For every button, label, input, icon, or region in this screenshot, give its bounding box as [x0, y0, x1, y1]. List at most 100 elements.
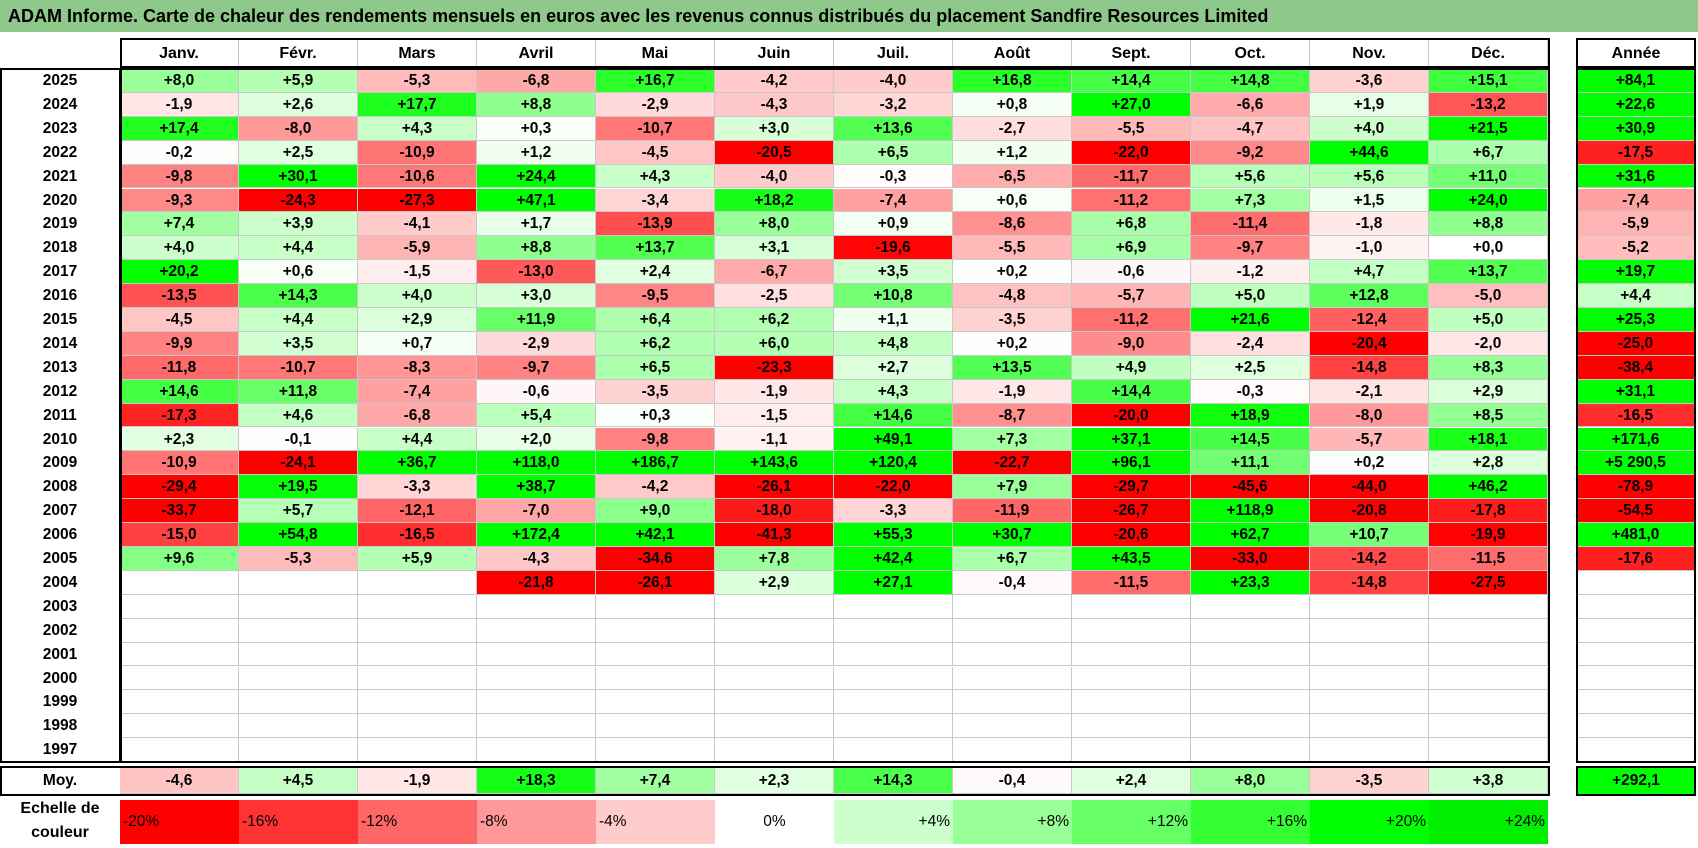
heatmap-cell: +120,4: [834, 451, 953, 475]
heatmap-cell: -45,6: [1191, 475, 1310, 499]
color-scale-step: 0%: [715, 800, 834, 844]
heatmap-cell: [239, 595, 358, 619]
heatmap-cell: [477, 667, 596, 691]
heatmap-cell: [120, 738, 239, 762]
month-header: Juil.: [834, 40, 953, 68]
heatmap-cell: -1,5: [358, 260, 477, 284]
heatmap-cell: -22,7: [953, 451, 1072, 475]
heatmap-cell: -10,9: [120, 451, 239, 475]
heatmap-cell: -10,6: [358, 165, 477, 189]
heatmap-cell: +5,9: [239, 69, 358, 93]
heatmap-cell: +0,3: [477, 117, 596, 141]
heatmap-cell: +10,8: [834, 284, 953, 308]
heatmap-cell: +11,9: [477, 308, 596, 332]
heatmap-cell: [953, 643, 1072, 667]
color-scale-label: Echelle de couleur: [6, 797, 114, 845]
color-scale-step: +4%: [834, 800, 953, 844]
heatmap-cell: +13,7: [596, 236, 715, 260]
heatmap-cell: +2,7: [834, 356, 953, 380]
heatmap-cell: +18,9: [1191, 404, 1310, 428]
heatmap-cell: +5,4: [477, 404, 596, 428]
year-label: 2017: [0, 260, 120, 284]
annual-cell: +31,1: [1576, 380, 1696, 404]
heatmap-cell: +1,9: [1310, 93, 1429, 117]
heatmap-cell: [834, 619, 953, 643]
heatmap-cell: +21,5: [1429, 117, 1548, 141]
heatmap-cell: +0,2: [953, 332, 1072, 356]
heatmap-cell: +2,3: [120, 428, 239, 452]
heatmap-cell: [477, 690, 596, 714]
heatmap-cell: -11,5: [1072, 571, 1191, 595]
heatmap-cell: -16,5: [358, 523, 477, 547]
heatmap-cell: -5,5: [953, 236, 1072, 260]
heatmap-cell: -22,0: [1072, 141, 1191, 165]
heatmap-cell: -11,2: [1072, 189, 1191, 213]
heatmap-cell: -5,9: [358, 236, 477, 260]
heatmap-cell: -0,4: [953, 571, 1072, 595]
heatmap-cell: [953, 690, 1072, 714]
year-label: 2022: [0, 141, 120, 165]
heatmap-cell: +11,8: [239, 380, 358, 404]
heatmap-cell: +18,1: [1429, 428, 1548, 452]
annual-cell: -17,6: [1576, 547, 1696, 571]
annual-cell: +84,1: [1576, 69, 1696, 93]
heatmap-cell: +0,2: [953, 260, 1072, 284]
heatmap-cell: -3,3: [358, 475, 477, 499]
heatmap-cell: [1429, 738, 1548, 762]
heatmap-cell: [953, 738, 1072, 762]
heatmap-cell: +36,7: [358, 451, 477, 475]
heatmap-cell: [953, 595, 1072, 619]
heatmap-cell: +21,6: [1191, 308, 1310, 332]
heatmap-cell: +20,2: [120, 260, 239, 284]
heatmap-cell: -19,6: [834, 236, 953, 260]
heatmap-cell: -9,8: [120, 165, 239, 189]
heatmap-cell: [1310, 619, 1429, 643]
year-label: 2008: [0, 475, 120, 499]
heatmap-cell: [1072, 714, 1191, 738]
heatmap-cell: +4,7: [1310, 260, 1429, 284]
heatmap-cell: -2,9: [477, 332, 596, 356]
month-header: Juin: [715, 40, 834, 68]
heatmap-cell: -10,7: [596, 117, 715, 141]
heatmap-cell: +3,0: [477, 284, 596, 308]
heatmap-cell: [120, 690, 239, 714]
heatmap-cell: +27,0: [1072, 93, 1191, 117]
heatmap-cell: +4,3: [596, 165, 715, 189]
heatmap-cell: -1,2: [1191, 260, 1310, 284]
heatmap-cell: -0,1: [239, 428, 358, 452]
heatmap-cell: +37,1: [1072, 428, 1191, 452]
heatmap-cell: -44,0: [1310, 475, 1429, 499]
heatmap-cell: -3,5: [596, 380, 715, 404]
heatmap-cell: +14,4: [1072, 380, 1191, 404]
year-label: 1998: [0, 714, 120, 738]
heatmap-cell: +3,9: [239, 212, 358, 236]
heatmap-cell: +2,9: [715, 571, 834, 595]
heatmap-cell: +27,1: [834, 571, 953, 595]
heatmap-cell: +46,2: [1429, 475, 1548, 499]
year-label: 2006: [0, 523, 120, 547]
heatmap-cell: -3,5: [953, 308, 1072, 332]
heatmap-cell: -27,5: [1429, 571, 1548, 595]
heatmap-cell: -26,1: [715, 475, 834, 499]
annual-cell: +5 290,5: [1576, 451, 1696, 475]
heatmap-cell: -5,3: [358, 69, 477, 93]
annual-cell: -54,5: [1576, 499, 1696, 523]
year-label: 2015: [0, 308, 120, 332]
heatmap-cell: -8,0: [1310, 404, 1429, 428]
heatmap-cell: -5,7: [1310, 428, 1429, 452]
heatmap-cell: [596, 667, 715, 691]
color-scale-step: -16%: [239, 800, 358, 844]
heatmap-cell: [1191, 690, 1310, 714]
heatmap-cell: [120, 667, 239, 691]
heatmap-cell: -2,7: [953, 117, 1072, 141]
heatmap-cell: -9,0: [1072, 332, 1191, 356]
annual-cell: [1576, 571, 1696, 595]
heatmap-cell: -11,9: [953, 499, 1072, 523]
heatmap-cell: +15,1: [1429, 69, 1548, 93]
annual-cell: -17,5: [1576, 141, 1696, 165]
heatmap-cell: +6,5: [596, 356, 715, 380]
report-title: ADAM Informe. Carte de chaleur des rende…: [0, 0, 1698, 32]
heatmap-cell: +49,1: [834, 428, 953, 452]
heatmap-cell: [1072, 667, 1191, 691]
average-label: Moy.: [0, 768, 120, 794]
